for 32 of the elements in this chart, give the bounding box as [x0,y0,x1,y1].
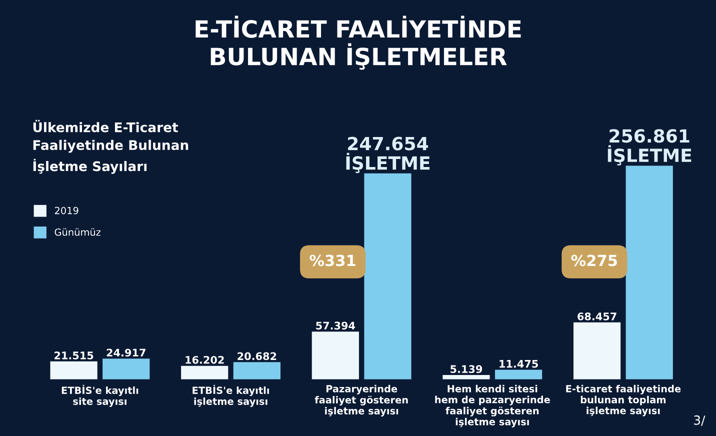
bar [626,166,673,380]
annotation: %275 [571,254,617,266]
chart-subtitle: Ülkemizde E-Ticaret Faaliyetinde Bulunan İşletme Sayıları [33,120,188,174]
text: 3/ [694,415,706,426]
bar [364,173,412,380]
data-label: 247.654 İŞLETME [346,136,430,174]
data-label: 11.475 [500,360,538,368]
bar [495,370,542,380]
data-label: 68.457 [578,312,616,320]
legend-label: Günümüz [54,228,101,236]
bar [181,366,228,380]
bar [312,332,359,380]
bar [573,322,621,380]
chart-title: E-TİCARET FAALİYETİNDE BULUNAN İŞLETMELER [196,16,521,70]
data-label: 21.515 [54,352,94,360]
bar [442,375,490,380]
bar [50,361,98,380]
x-tick-label: Hem kendi sitesi hem de pazaryerinde faaliyet gösteren işletme sayısı [435,384,550,428]
x-tick-label: ETBİS'e kayıtlı site sayısı [62,384,138,407]
data-label: 20.682 [238,352,276,360]
data-label: 16.202 [186,356,224,364]
data-label: 256.861 İŞLETME [608,129,692,166]
x-tick-label: ETBİS'e kayıtlı işletme sayısı [192,384,269,407]
annotation: %331 [310,254,356,266]
x-tick-label: E-ticaret faaliyetinde bulunan toplam işletme sayısı [566,384,681,416]
data-label: 5.139 [450,365,482,374]
x-tick-label: Pazaryerinde faaliyet gösteren işletme sayısı [314,384,408,416]
legend-label: 2019 [54,206,78,214]
bar [102,358,150,380]
data-label: 24.917 [106,348,146,357]
bar [233,362,280,380]
data-label: 57.394 [316,322,356,330]
